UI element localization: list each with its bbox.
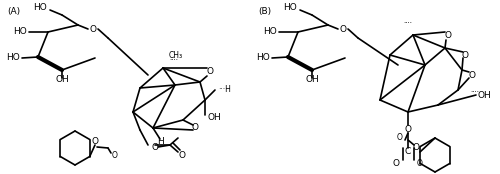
Text: O: O — [392, 159, 400, 168]
Text: O: O — [404, 125, 411, 135]
Text: HO: HO — [256, 53, 270, 62]
Text: HO: HO — [33, 3, 47, 13]
Text: (A): (A) — [7, 7, 20, 16]
Text: ····: ···· — [470, 89, 479, 95]
Text: O: O — [340, 26, 346, 34]
Text: H: H — [156, 137, 164, 147]
Text: O: O — [444, 30, 452, 39]
Text: O: O — [112, 151, 118, 160]
Text: O: O — [90, 26, 96, 34]
Text: O: O — [417, 159, 423, 168]
Text: CH₃: CH₃ — [169, 50, 183, 60]
Text: OH: OH — [478, 90, 492, 100]
Text: HO: HO — [13, 27, 27, 37]
Text: O: O — [397, 133, 403, 143]
Text: OH: OH — [55, 76, 69, 85]
Text: HO: HO — [6, 53, 20, 62]
Text: O: O — [178, 151, 186, 160]
Text: O: O — [152, 144, 158, 152]
Text: O: O — [462, 50, 468, 60]
Text: HO: HO — [263, 27, 277, 37]
Text: HO: HO — [283, 3, 297, 13]
Text: (B): (B) — [258, 7, 271, 16]
Text: ····: ···· — [169, 57, 178, 63]
Text: OH: OH — [208, 113, 222, 122]
Text: O: O — [92, 137, 98, 147]
Text: O: O — [192, 124, 198, 132]
Text: C: C — [405, 148, 411, 156]
Text: O: O — [206, 68, 214, 77]
Text: O: O — [412, 144, 420, 152]
Text: OH: OH — [305, 76, 319, 85]
Text: O: O — [468, 70, 475, 80]
Text: ····: ···· — [404, 20, 412, 26]
Text: ···H: ···H — [218, 85, 231, 94]
